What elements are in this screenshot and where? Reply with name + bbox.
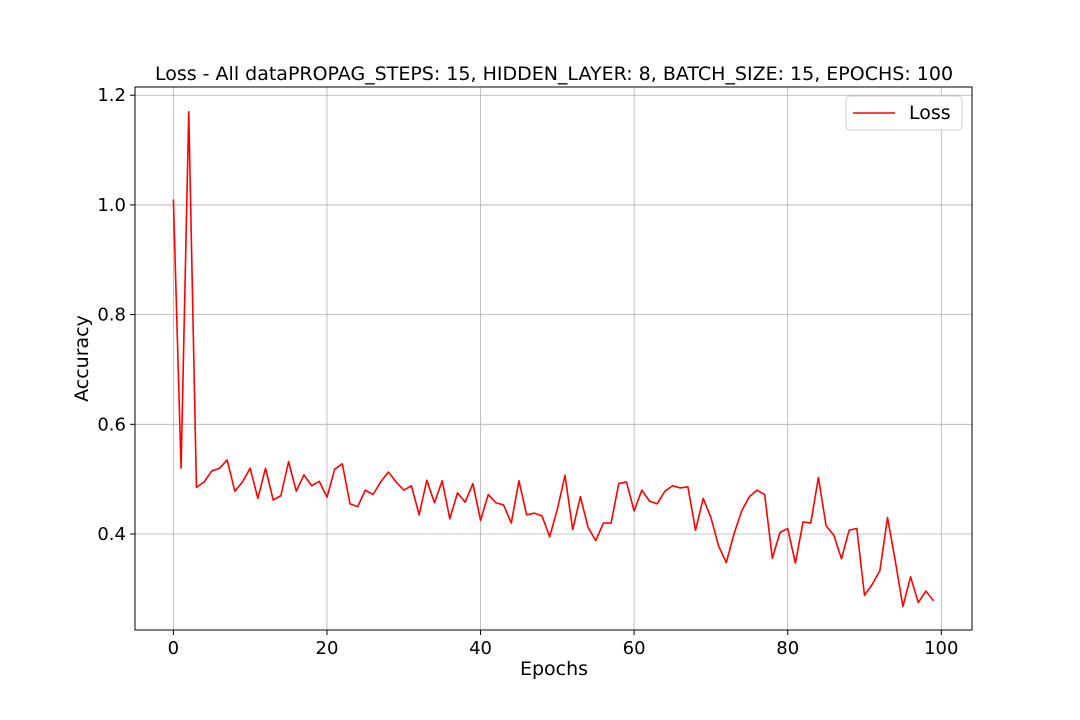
series-layer bbox=[172, 110, 935, 608]
x-tick-label: 60 bbox=[623, 638, 646, 659]
y-tick-label: 0.4 bbox=[97, 524, 126, 545]
y-tick-label: 1.2 bbox=[97, 85, 126, 106]
legend: Loss bbox=[845, 95, 963, 131]
y-tick-label: 1.0 bbox=[97, 195, 126, 216]
y-tick-label: 0.8 bbox=[97, 305, 126, 326]
x-axis-ticks: 0 20 40 60 80 100 bbox=[168, 630, 958, 659]
loss-series-line bbox=[172, 110, 935, 608]
grid-lines bbox=[135, 87, 972, 630]
y-axis-ticks: 0.4 0.6 0.8 1.0 1.2 bbox=[97, 85, 135, 545]
legend-box bbox=[845, 95, 963, 131]
chart-title: Loss - All dataPROPAG_STEPS: 15, HIDDEN_… bbox=[155, 63, 953, 85]
x-tick-label: 100 bbox=[924, 638, 958, 659]
y-tick-label: 0.6 bbox=[97, 414, 126, 435]
plot-area-frame bbox=[134, 86, 973, 631]
x-tick-label: 20 bbox=[316, 638, 339, 659]
x-tick-label: 80 bbox=[776, 638, 799, 659]
x-tick-label: 40 bbox=[469, 638, 492, 659]
y-axis-label: Accuracy bbox=[71, 315, 93, 402]
x-axis-label: Epochs bbox=[520, 658, 588, 680]
legend-label-loss: Loss bbox=[909, 102, 951, 124]
x-tick-label: 0 bbox=[168, 638, 179, 659]
